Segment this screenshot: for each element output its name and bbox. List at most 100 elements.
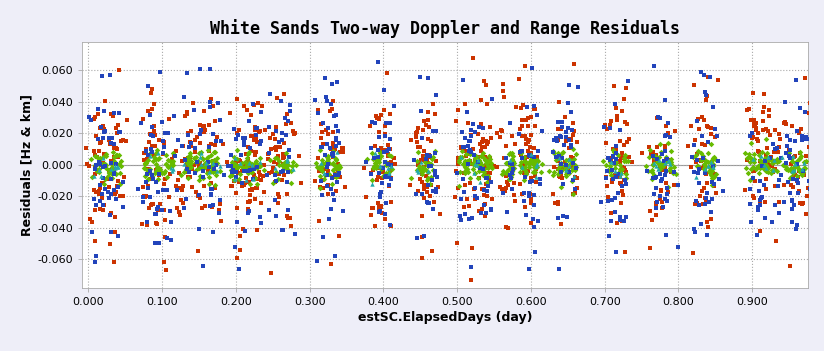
Point xyxy=(236,168,249,174)
Point xyxy=(199,163,212,168)
Point xyxy=(325,175,339,180)
Point xyxy=(608,172,621,178)
Point xyxy=(461,161,474,167)
Point xyxy=(186,166,199,172)
Point xyxy=(525,156,538,162)
Point xyxy=(782,167,795,173)
Point xyxy=(531,158,545,164)
Point xyxy=(382,171,396,176)
Point xyxy=(281,111,294,117)
Point xyxy=(308,178,321,184)
Point xyxy=(198,127,211,132)
Point xyxy=(474,160,487,165)
Point xyxy=(756,160,770,166)
Point xyxy=(241,199,255,204)
Point xyxy=(102,138,115,143)
Point xyxy=(234,152,247,158)
Point xyxy=(649,185,662,190)
Point xyxy=(275,227,288,233)
Point xyxy=(646,167,659,173)
Point xyxy=(518,158,531,163)
Point xyxy=(98,126,111,131)
Point xyxy=(614,128,627,133)
Point xyxy=(552,166,565,172)
Point xyxy=(116,204,129,210)
Point xyxy=(609,209,622,214)
Point xyxy=(281,169,294,174)
Point xyxy=(153,69,166,74)
Point xyxy=(758,162,771,168)
Point xyxy=(702,140,715,145)
Point xyxy=(607,149,620,155)
Point xyxy=(240,166,253,171)
Point xyxy=(458,159,471,164)
Point xyxy=(204,186,218,191)
Point xyxy=(601,168,614,174)
Point xyxy=(322,171,335,177)
Point xyxy=(330,79,344,85)
Point xyxy=(159,267,172,273)
Point xyxy=(92,148,105,153)
Point xyxy=(411,125,424,131)
Point xyxy=(372,116,386,121)
Point xyxy=(183,174,196,180)
Point xyxy=(471,162,484,167)
Point xyxy=(256,173,269,179)
Point xyxy=(460,167,473,172)
Point xyxy=(418,159,431,165)
Point xyxy=(542,168,555,174)
Point xyxy=(98,129,111,134)
Point xyxy=(562,164,575,169)
Point xyxy=(555,185,568,190)
Point xyxy=(330,157,343,163)
Point xyxy=(82,163,96,168)
Point xyxy=(319,128,332,133)
Point xyxy=(613,174,626,180)
Point xyxy=(649,205,662,211)
Point xyxy=(246,186,259,192)
Point xyxy=(691,170,705,176)
Point xyxy=(325,206,338,212)
Point xyxy=(426,128,439,134)
Point xyxy=(231,219,244,225)
Point xyxy=(481,173,494,179)
Point xyxy=(613,180,626,185)
Point xyxy=(671,245,684,250)
Point xyxy=(86,229,99,235)
Point xyxy=(374,112,387,118)
Point xyxy=(336,208,349,213)
Point xyxy=(601,126,614,132)
Point xyxy=(555,161,568,166)
Point xyxy=(785,155,798,160)
Point xyxy=(756,163,769,168)
Point xyxy=(803,110,816,115)
Point xyxy=(559,167,573,173)
Point xyxy=(376,180,389,185)
Point xyxy=(761,155,774,160)
Point xyxy=(238,165,251,171)
Point xyxy=(372,156,386,162)
Point xyxy=(506,164,519,170)
Point xyxy=(456,146,469,152)
Point xyxy=(791,190,804,196)
Point xyxy=(556,155,569,160)
Point xyxy=(182,162,195,168)
Point xyxy=(158,217,171,223)
Point xyxy=(460,109,473,115)
Point xyxy=(422,153,435,158)
Point xyxy=(456,130,469,135)
Point xyxy=(515,150,528,156)
Point xyxy=(796,201,809,207)
Point xyxy=(420,178,433,183)
Point xyxy=(188,155,201,160)
Point xyxy=(115,164,128,169)
Point xyxy=(705,131,718,137)
Point xyxy=(209,172,222,178)
Point xyxy=(503,151,517,156)
Point xyxy=(754,165,767,171)
Point xyxy=(700,158,713,164)
Point xyxy=(610,151,623,156)
Point xyxy=(765,160,779,166)
Point xyxy=(692,126,705,132)
Point xyxy=(567,173,580,179)
